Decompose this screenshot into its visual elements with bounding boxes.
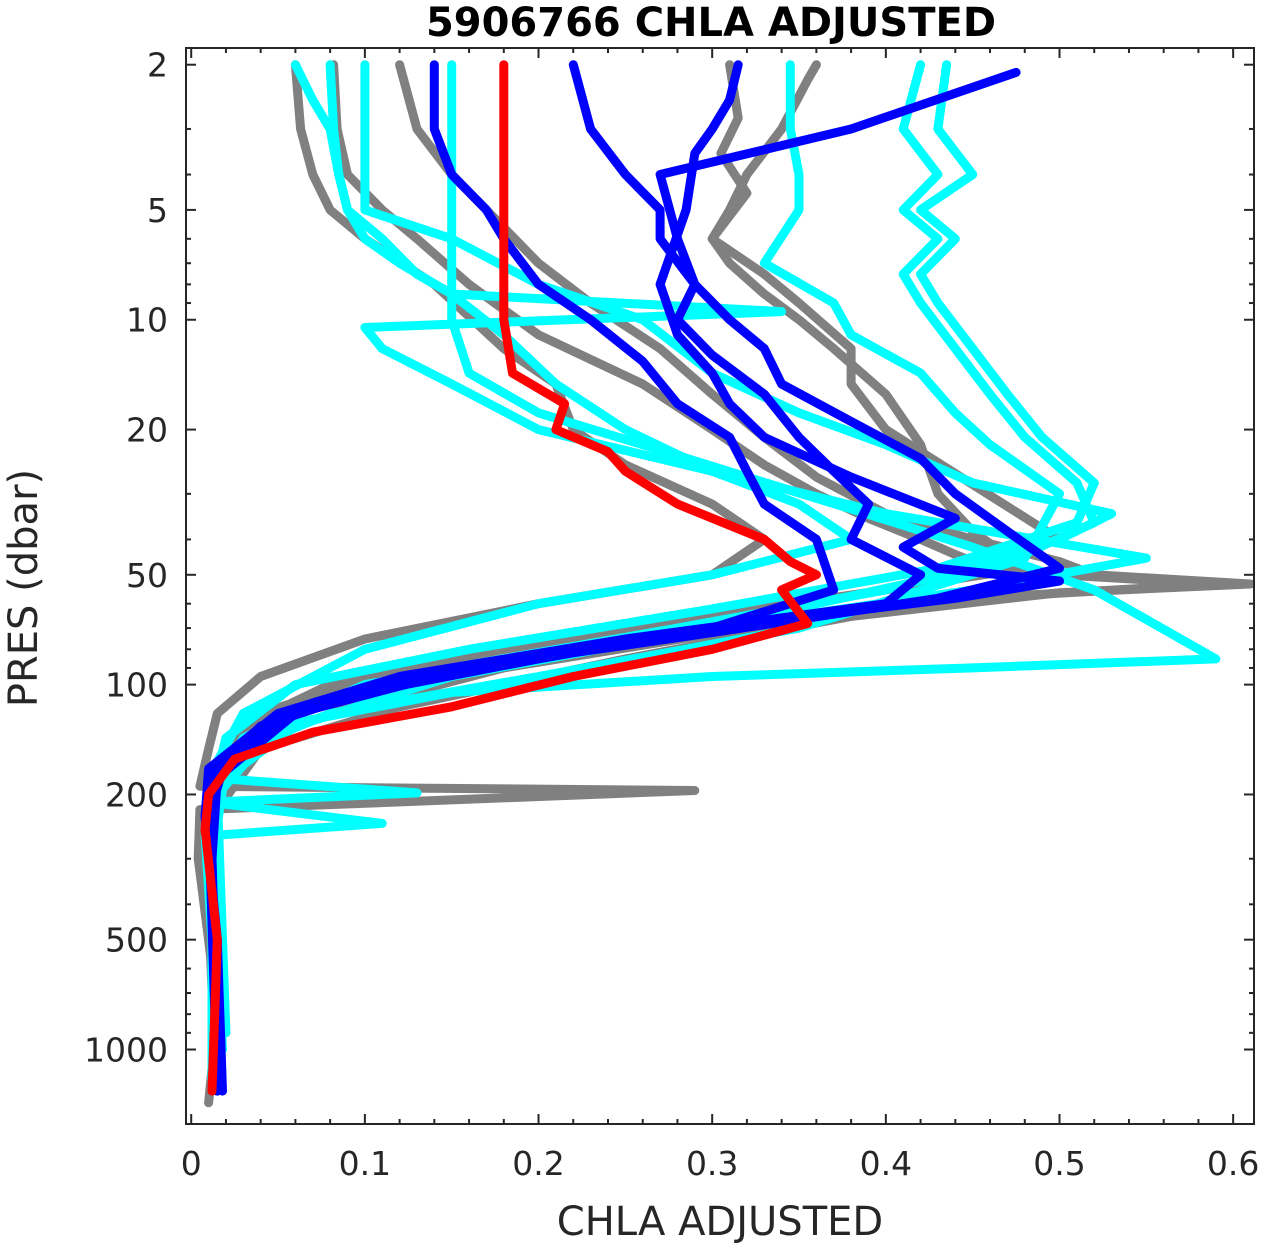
x-tick-label: 0.6: [1207, 1144, 1259, 1183]
y-tick-label: 100: [105, 666, 168, 705]
y-tick-label: 50: [126, 556, 168, 595]
x-tick-label: 0.4: [860, 1144, 912, 1183]
y-tick-label: 20: [126, 411, 168, 450]
profile-line-17: [200, 60, 821, 1096]
x-tick-label: 0.5: [1033, 1144, 1085, 1183]
profile-line-6: [200, 60, 856, 1096]
profile-line-12: [207, 60, 1099, 1083]
y-axis-label: PRES (dbar): [1, 469, 47, 707]
profile-line-3: [212, 60, 1255, 1096]
y-tick-label: 1000: [84, 1031, 168, 1070]
y-axis-ticks: 2 5 10 20 50 100 200 500 1000: [84, 46, 1254, 1070]
y-tick-label: 10: [126, 301, 168, 340]
profile-line-13: [200, 60, 839, 1096]
y-tick-label: 2: [147, 46, 168, 85]
profile-line-9: [212, 60, 1221, 1038]
y-tick-label: 5: [147, 191, 168, 230]
profile-lines: [193, 60, 1255, 1108]
profile-line-10: [207, 60, 1064, 1083]
x-tick-label: 0: [181, 1144, 202, 1183]
x-tick-label: 0.2: [512, 1144, 564, 1183]
profile-line-14: [200, 60, 926, 1096]
x-axis-label: CHLA ADJUSTED: [557, 1199, 883, 1245]
profile-line-16: [207, 67, 1064, 1083]
chart-title: 5906766 CHLA ADJUSTED: [426, 0, 996, 46]
x-tick-label: 0.3: [686, 1144, 738, 1183]
y-tick-label: 500: [105, 921, 168, 960]
profile-line-5: [207, 60, 1030, 1070]
y-tick-label: 200: [105, 775, 168, 814]
x-axis-ticks: 0 0.1 0.2 0.3 0.4 0.5 0.6: [181, 48, 1259, 1183]
x-tick-label: 0.1: [339, 1144, 391, 1183]
plot-frame: [185, 47, 1255, 1125]
